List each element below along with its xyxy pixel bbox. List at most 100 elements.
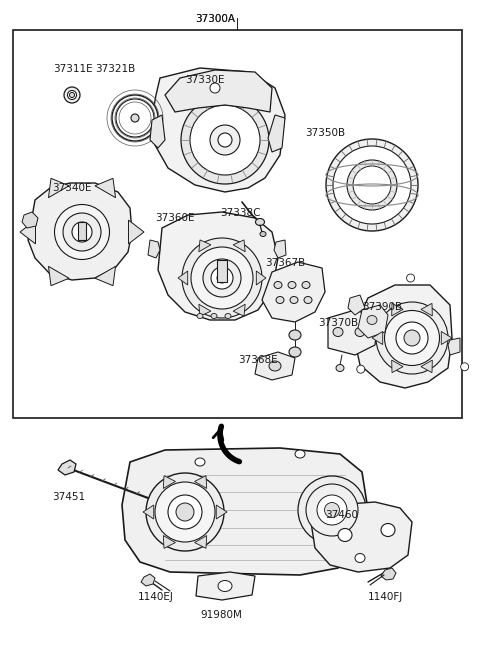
- Ellipse shape: [218, 133, 232, 147]
- Ellipse shape: [289, 347, 301, 357]
- Polygon shape: [28, 183, 132, 280]
- Text: 37451: 37451: [52, 492, 85, 502]
- Polygon shape: [421, 303, 432, 316]
- Ellipse shape: [276, 297, 284, 304]
- Polygon shape: [22, 212, 38, 228]
- Ellipse shape: [269, 361, 281, 371]
- Polygon shape: [95, 178, 116, 197]
- Polygon shape: [48, 266, 69, 286]
- Ellipse shape: [197, 314, 203, 319]
- Ellipse shape: [290, 297, 298, 304]
- Ellipse shape: [168, 495, 202, 529]
- Ellipse shape: [131, 114, 139, 122]
- Polygon shape: [199, 240, 211, 252]
- Text: 37350B: 37350B: [305, 128, 345, 138]
- Text: 1140EJ: 1140EJ: [138, 592, 174, 602]
- Polygon shape: [328, 310, 378, 355]
- Polygon shape: [199, 304, 211, 316]
- Polygon shape: [95, 266, 116, 286]
- Text: 37370B: 37370B: [318, 318, 358, 328]
- Ellipse shape: [295, 450, 305, 458]
- Polygon shape: [355, 285, 452, 388]
- Bar: [13, 30, 462, 418]
- Ellipse shape: [210, 125, 240, 155]
- Polygon shape: [310, 502, 412, 572]
- Ellipse shape: [324, 502, 339, 518]
- Text: 37338C: 37338C: [220, 208, 261, 218]
- Text: 1140FJ: 1140FJ: [368, 592, 403, 602]
- Polygon shape: [48, 178, 69, 197]
- Polygon shape: [274, 240, 286, 258]
- Polygon shape: [233, 240, 245, 252]
- Ellipse shape: [376, 302, 448, 374]
- Ellipse shape: [217, 273, 227, 283]
- Ellipse shape: [203, 259, 241, 297]
- Ellipse shape: [70, 92, 74, 98]
- Polygon shape: [262, 262, 325, 322]
- Polygon shape: [348, 295, 365, 315]
- Polygon shape: [163, 535, 175, 548]
- Ellipse shape: [190, 105, 260, 175]
- Polygon shape: [256, 271, 266, 285]
- Polygon shape: [233, 304, 245, 316]
- Text: 37360E: 37360E: [155, 213, 194, 223]
- Ellipse shape: [317, 495, 347, 525]
- Text: 37300A: 37300A: [195, 14, 235, 24]
- Ellipse shape: [260, 232, 266, 237]
- Ellipse shape: [55, 205, 109, 260]
- Ellipse shape: [306, 484, 358, 536]
- Polygon shape: [165, 70, 272, 112]
- Ellipse shape: [298, 476, 366, 544]
- Text: 37321B: 37321B: [95, 64, 135, 74]
- Polygon shape: [392, 303, 403, 316]
- Polygon shape: [20, 220, 36, 244]
- Ellipse shape: [155, 482, 215, 542]
- Ellipse shape: [274, 281, 282, 289]
- Ellipse shape: [191, 247, 253, 309]
- Ellipse shape: [384, 310, 440, 365]
- Polygon shape: [421, 360, 432, 373]
- Ellipse shape: [353, 166, 391, 204]
- Polygon shape: [255, 352, 295, 380]
- Ellipse shape: [146, 473, 224, 551]
- Ellipse shape: [333, 327, 343, 337]
- Bar: [217, 260, 227, 282]
- Ellipse shape: [396, 322, 428, 354]
- Polygon shape: [152, 68, 285, 192]
- Polygon shape: [268, 115, 285, 152]
- Ellipse shape: [182, 238, 262, 318]
- Bar: [78, 222, 86, 240]
- Polygon shape: [148, 240, 160, 258]
- Text: 37367B: 37367B: [265, 258, 305, 268]
- Polygon shape: [216, 505, 227, 519]
- Polygon shape: [58, 460, 76, 475]
- Polygon shape: [381, 568, 396, 580]
- Ellipse shape: [211, 267, 233, 289]
- Ellipse shape: [63, 213, 101, 251]
- Ellipse shape: [181, 96, 269, 184]
- Text: 37330E: 37330E: [185, 75, 225, 85]
- Polygon shape: [196, 572, 255, 600]
- Ellipse shape: [338, 529, 352, 541]
- Ellipse shape: [367, 316, 377, 325]
- Ellipse shape: [225, 314, 231, 319]
- Polygon shape: [122, 448, 368, 575]
- Ellipse shape: [347, 160, 397, 210]
- Polygon shape: [392, 360, 403, 373]
- Polygon shape: [448, 338, 460, 355]
- Ellipse shape: [407, 274, 415, 282]
- Ellipse shape: [304, 297, 312, 304]
- Text: 37300A: 37300A: [195, 14, 235, 24]
- Ellipse shape: [195, 458, 205, 466]
- Text: 91980M: 91980M: [200, 610, 242, 620]
- Polygon shape: [372, 331, 383, 344]
- Ellipse shape: [176, 503, 194, 521]
- Text: 37460: 37460: [325, 510, 358, 520]
- Ellipse shape: [210, 83, 220, 93]
- Ellipse shape: [72, 222, 92, 242]
- Ellipse shape: [333, 146, 411, 224]
- Ellipse shape: [112, 95, 158, 141]
- Ellipse shape: [218, 581, 232, 592]
- Text: 37340E: 37340E: [52, 183, 92, 193]
- Ellipse shape: [355, 327, 365, 337]
